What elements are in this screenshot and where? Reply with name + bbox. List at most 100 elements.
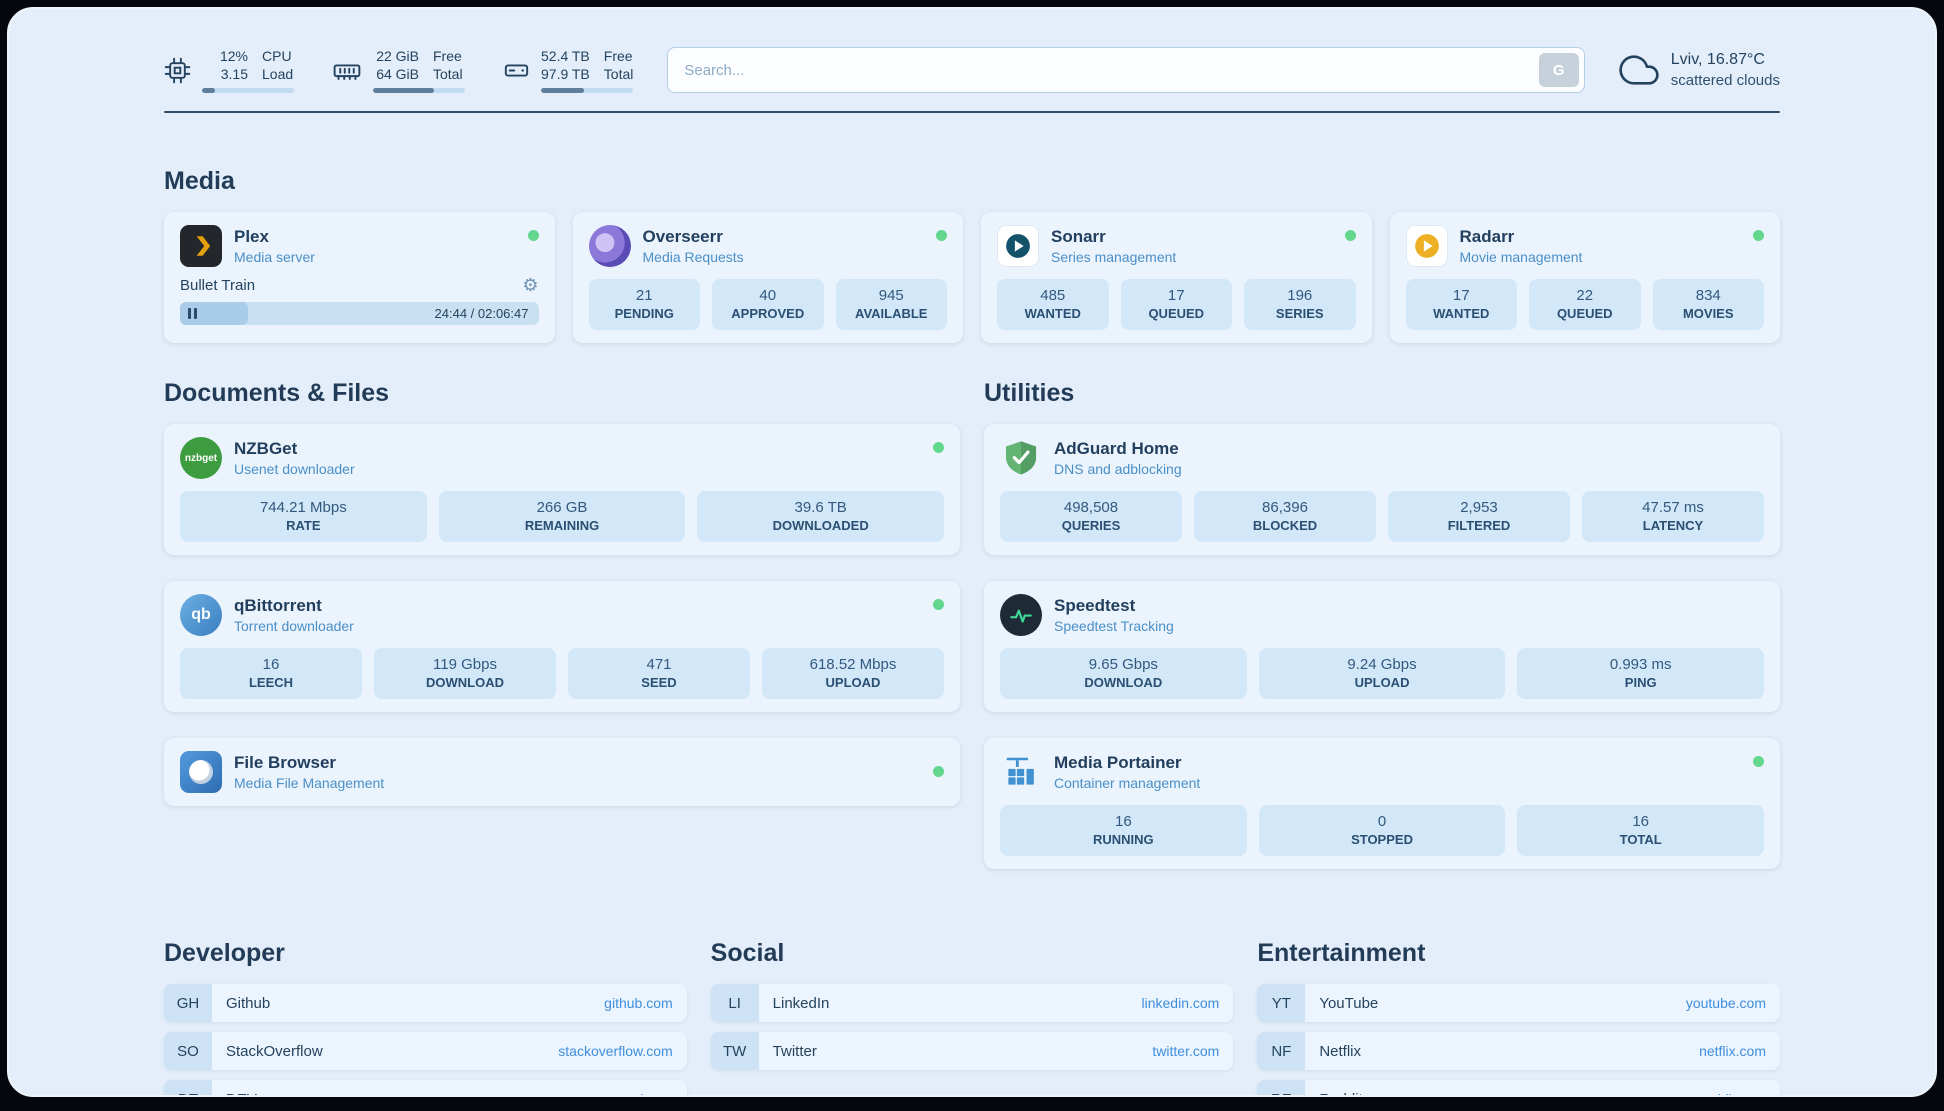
stat-value: 485 [1040, 287, 1066, 305]
plex-icon [180, 225, 222, 268]
stat-value: 16 [1632, 813, 1650, 831]
bookmark-youtube[interactable]: YT YouTube youtube.com [1257, 984, 1780, 1023]
stat-value: 618.52 Mbps [809, 656, 897, 674]
bookmark-name: Twitter [772, 1042, 817, 1060]
service-card-plex[interactable]: Plex Media server Bullet Train ⚙ 24:44 /… [164, 212, 555, 344]
overseerr-icon [588, 225, 631, 268]
dashboard-page: 12% 3.15 CPU Load [7, 7, 1937, 1097]
stat-value: 17 [1452, 287, 1470, 305]
stat-wanted: 485 WANTED [997, 279, 1109, 331]
bookmark-dev[interactable]: DT DEV dev.to [164, 1080, 687, 1095]
cpu-progress-fill [202, 88, 215, 94]
resource-widgets: 12% 3.15 CPU Load [164, 47, 634, 94]
service-card-speedtest[interactable]: Speedtest Speedtest Tracking 9.65 Gbps D… [984, 581, 1780, 713]
stat-value: 0.993 ms [1609, 656, 1672, 674]
status-dot [933, 599, 944, 611]
service-subtitle: Movie management [1459, 249, 1583, 266]
bookmark-abbr: NF [1257, 1032, 1306, 1071]
bookmark-twitter[interactable]: TW Twitter twitter.com [710, 1032, 1234, 1071]
social-section: Social LI LinkedIn linkedin.com TW Twitt… [710, 939, 1234, 1071]
cpu-load-label: Load [262, 66, 294, 83]
status-dot [1753, 756, 1764, 768]
bookmark-netflix[interactable]: NF Netflix netflix.com [1257, 1032, 1780, 1071]
disk-icon [503, 57, 530, 84]
cpu-widget: 12% 3.15 CPU Load [164, 47, 294, 94]
stat-value: 266 GB [536, 499, 588, 517]
bookmark-abbr: DT [164, 1080, 212, 1095]
service-subtitle: DNS and adblocking [1054, 461, 1182, 478]
stat-label: LEECH [248, 675, 294, 691]
memory-free-value: 22 GiB [376, 48, 419, 64]
stat-value: 47.57 ms [1642, 499, 1704, 517]
service-card-portainer[interactable]: Media Portainer Container management 16 … [984, 738, 1780, 870]
bookmark-abbr: GH [164, 984, 212, 1023]
stat-label: QUERIES [1061, 518, 1121, 534]
stat-latency: 47.57 ms LATENCY [1582, 491, 1764, 543]
stat-available: 945 AVAILABLE [835, 279, 947, 331]
stat-label: DOWNLOAD [1084, 675, 1163, 691]
bookmark-github[interactable]: GH Github github.com [164, 984, 687, 1023]
bookmark-name: DEV [212, 1091, 636, 1095]
bookmark-abbr: TW [710, 1032, 759, 1071]
stat-downloaded: 39.6 TB DOWNLOADED [697, 491, 945, 543]
search-provider-button[interactable]: G [1538, 53, 1579, 88]
status-dot [1753, 230, 1764, 242]
stat-running: 16 RUNNING [1000, 805, 1247, 857]
service-card-radarr[interactable]: Radarr Movie management 17 WANTED 22 QUE… [1389, 212, 1780, 344]
memory-icon [332, 57, 362, 84]
disk-total-value: 97.9 TB [541, 66, 590, 83]
stat-blocked: 86,396 BLOCKED [1194, 491, 1376, 543]
service-card-overseerr[interactable]: Overseerr Media Requests 21 PENDING 40 A… [572, 212, 963, 344]
disk-progress-fill [541, 88, 585, 94]
service-card-adguard[interactable]: AdGuard Home DNS and adblocking 498,508 … [984, 424, 1780, 556]
status-dot [933, 442, 944, 454]
nzbget-icon-text: nzbget [184, 452, 218, 464]
stat-value: 86,396 [1262, 499, 1308, 517]
topbar-divider [164, 111, 1780, 114]
service-card-filebrowser[interactable]: File Browser Media File Management [164, 738, 960, 807]
stat-value: 9.24 Gbps [1347, 656, 1417, 674]
entertainment-section: Entertainment YT YouTube youtube.com NF … [1257, 939, 1780, 1095]
stat-value: 16 [1114, 813, 1132, 831]
stat-label: QUEUED [1556, 306, 1613, 322]
stat-total: 16 TOTAL [1517, 805, 1765, 857]
documents-section: Documents & Files nzbget NZBGet Usenet d… [164, 379, 960, 807]
stat-label: DOWNLOADED [772, 518, 869, 534]
service-name: Plex [234, 227, 269, 247]
stat-label: STOPPED [1351, 832, 1413, 848]
service-card-nzbget[interactable]: nzbget NZBGet Usenet downloader 744.21 M… [164, 424, 960, 556]
stat-leech: 16 LEECH [180, 648, 362, 700]
section-title-entertainment: Entertainment [1257, 939, 1426, 968]
service-subtitle: Media File Management [234, 775, 385, 792]
service-card-sonarr[interactable]: Sonarr Series management 485 WANTED 17 Q… [981, 212, 1372, 344]
stat-value: 40 [759, 287, 777, 305]
bookmark-reddit[interactable]: RE Reddit reddit.com [1257, 1080, 1780, 1095]
bookmark-name: LinkedIn [772, 994, 830, 1012]
weather-condition: scattered clouds [1670, 71, 1780, 89]
bookmark-url: github.com [604, 995, 673, 1012]
bookmark-stackoverflow[interactable]: SO StackOverflow stackoverflow.com [164, 1032, 687, 1071]
cpu-load-value: 3.15 [220, 66, 248, 83]
utilities-section: Utilities AdGuard Home DNS and adblockin… [984, 379, 1780, 870]
stat-value: 945 [878, 287, 904, 305]
section-title-documents: Documents & Files [164, 379, 390, 408]
bookmark-name: Github [226, 994, 271, 1012]
service-subtitle: Torrent downloader [234, 618, 354, 635]
memory-progress-fill [373, 88, 434, 94]
stat-pending: 21 PENDING [588, 279, 700, 331]
stat-value: 119 Gbps [433, 656, 497, 674]
stat-value: 22 [1576, 287, 1594, 305]
service-card-qbittorrent[interactable]: qb qBittorrent Torrent downloader 16 LEE… [164, 581, 960, 713]
section-title-developer: Developer [164, 939, 285, 968]
memory-progress-bar [373, 88, 465, 94]
search-input[interactable] [667, 47, 1585, 94]
weather-widget[interactable]: Lviv, 16.87°C scattered clouds [1619, 49, 1780, 91]
stat-wanted: 17 WANTED [1405, 279, 1517, 331]
bookmark-linkedin[interactable]: LI LinkedIn linkedin.com [710, 984, 1234, 1023]
stat-label: SEED [641, 675, 677, 691]
adguard-icon [1000, 437, 1042, 479]
stat-label: RATE [286, 518, 321, 534]
gear-icon[interactable]: ⚙ [522, 275, 539, 296]
bookmark-url: youtube.com [1685, 995, 1766, 1012]
stat-stopped: 0 STOPPED [1258, 805, 1506, 857]
